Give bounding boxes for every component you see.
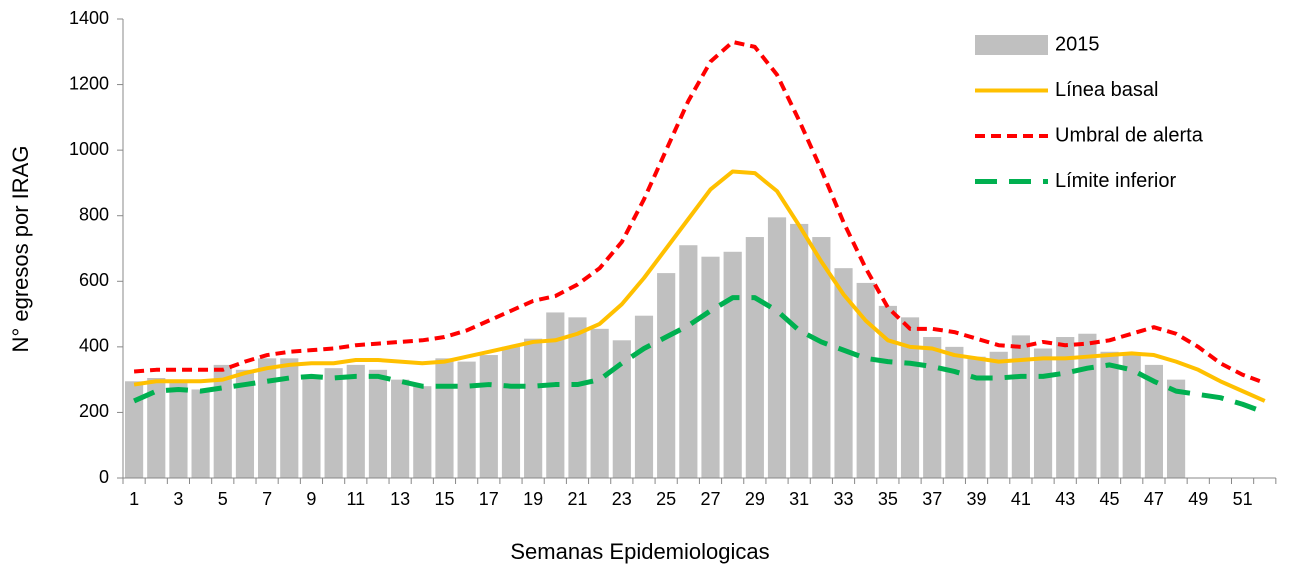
- bar: [790, 223, 809, 478]
- bar: [834, 268, 853, 478]
- bar: [235, 369, 255, 478]
- x-tick-label: 29: [745, 489, 765, 509]
- bar: [812, 237, 831, 478]
- bar: [302, 374, 321, 478]
- bar: [346, 364, 365, 478]
- bar: [501, 346, 521, 478]
- line-series: [133, 39, 1266, 385]
- bar: [679, 245, 698, 478]
- bar: [213, 364, 232, 478]
- x-tick-label: 7: [262, 489, 272, 509]
- bar: [169, 382, 188, 478]
- bar: [945, 346, 964, 478]
- x-tick-label: 19: [523, 489, 543, 509]
- bar: [413, 386, 432, 478]
- x-tick-label: 5: [218, 489, 228, 509]
- bar: [923, 337, 942, 478]
- x-tick-label: 33: [834, 489, 854, 509]
- line-series: [133, 169, 1266, 403]
- bar: [590, 328, 609, 478]
- bar: [634, 315, 654, 478]
- bar: [391, 379, 410, 478]
- bar: [967, 356, 986, 478]
- bar: [878, 305, 897, 478]
- bar: [989, 351, 1008, 478]
- legend-label: 2015: [1055, 33, 1100, 55]
- x-tick-label: 23: [612, 489, 632, 509]
- x-tick-label: 25: [656, 489, 676, 509]
- x-tick-label: 13: [390, 489, 410, 509]
- bar: [124, 381, 144, 478]
- bar: [280, 358, 299, 478]
- x-tick-label: 51: [1233, 489, 1253, 509]
- x-tick-label: 49: [1188, 489, 1208, 509]
- line-series: [133, 295, 1266, 415]
- bar: [479, 355, 498, 478]
- bar: [258, 358, 277, 478]
- bar: [1033, 348, 1053, 478]
- y-tick-label: 1200: [69, 73, 109, 93]
- x-tick-label: 21: [567, 489, 587, 509]
- bar: [701, 256, 720, 478]
- bar: [457, 361, 476, 478]
- legend-label: Línea basal: [1055, 79, 1158, 101]
- bar: [524, 338, 543, 478]
- x-tick-label: 37: [922, 489, 942, 509]
- x-tick-label: 47: [1144, 489, 1164, 509]
- x-tick-label: 39: [967, 489, 987, 509]
- x-tick-label: 41: [1011, 489, 1031, 509]
- y-tick-label: 1000: [69, 139, 109, 159]
- bar: [657, 273, 676, 478]
- bar: [900, 317, 920, 478]
- x-tick-label: 17: [479, 489, 499, 509]
- x-tick-label: 11: [346, 489, 365, 509]
- bar: [745, 237, 764, 478]
- x-tick-label: 45: [1100, 489, 1120, 509]
- x-tick-label: 9: [306, 489, 316, 509]
- x-tick-label: 35: [878, 489, 898, 509]
- bar: [568, 317, 587, 478]
- bar: [1144, 364, 1163, 478]
- bar: [767, 217, 787, 478]
- legend-label: Umbral de alerta: [1055, 124, 1204, 146]
- bar: [1011, 335, 1030, 478]
- y-tick-label: 1400: [69, 8, 109, 28]
- y-tick-label: 0: [99, 467, 109, 487]
- bar: [1056, 337, 1075, 478]
- bar: [856, 282, 875, 478]
- bar: [546, 312, 565, 478]
- legend-swatch: [975, 35, 1048, 55]
- bar: [1122, 355, 1141, 478]
- bar: [612, 340, 631, 478]
- x-tick-label: 1: [129, 489, 139, 509]
- bar: [368, 369, 388, 478]
- bar: [147, 378, 166, 478]
- y-tick-label: 400: [79, 336, 109, 356]
- y-tick-label: 200: [79, 401, 109, 421]
- x-tick-label: 3: [173, 489, 183, 509]
- x-axis-title: Semanas Epidemiologicas: [510, 539, 769, 564]
- legend-label: Límite inferior: [1055, 170, 1176, 192]
- bar: [191, 389, 210, 478]
- x-tick-label: 15: [434, 489, 454, 509]
- y-tick-label: 600: [79, 270, 109, 290]
- bar: [435, 358, 454, 478]
- x-tick-label: 31: [789, 489, 809, 509]
- bar: [1100, 351, 1119, 478]
- y-axis-title: N° egresos por IRAG: [8, 146, 33, 353]
- bar: [324, 368, 343, 478]
- x-tick-label: 43: [1055, 489, 1075, 509]
- x-tick-label: 27: [700, 489, 720, 509]
- bar: [723, 251, 742, 478]
- bar: [1166, 379, 1186, 478]
- y-tick-label: 800: [79, 204, 109, 224]
